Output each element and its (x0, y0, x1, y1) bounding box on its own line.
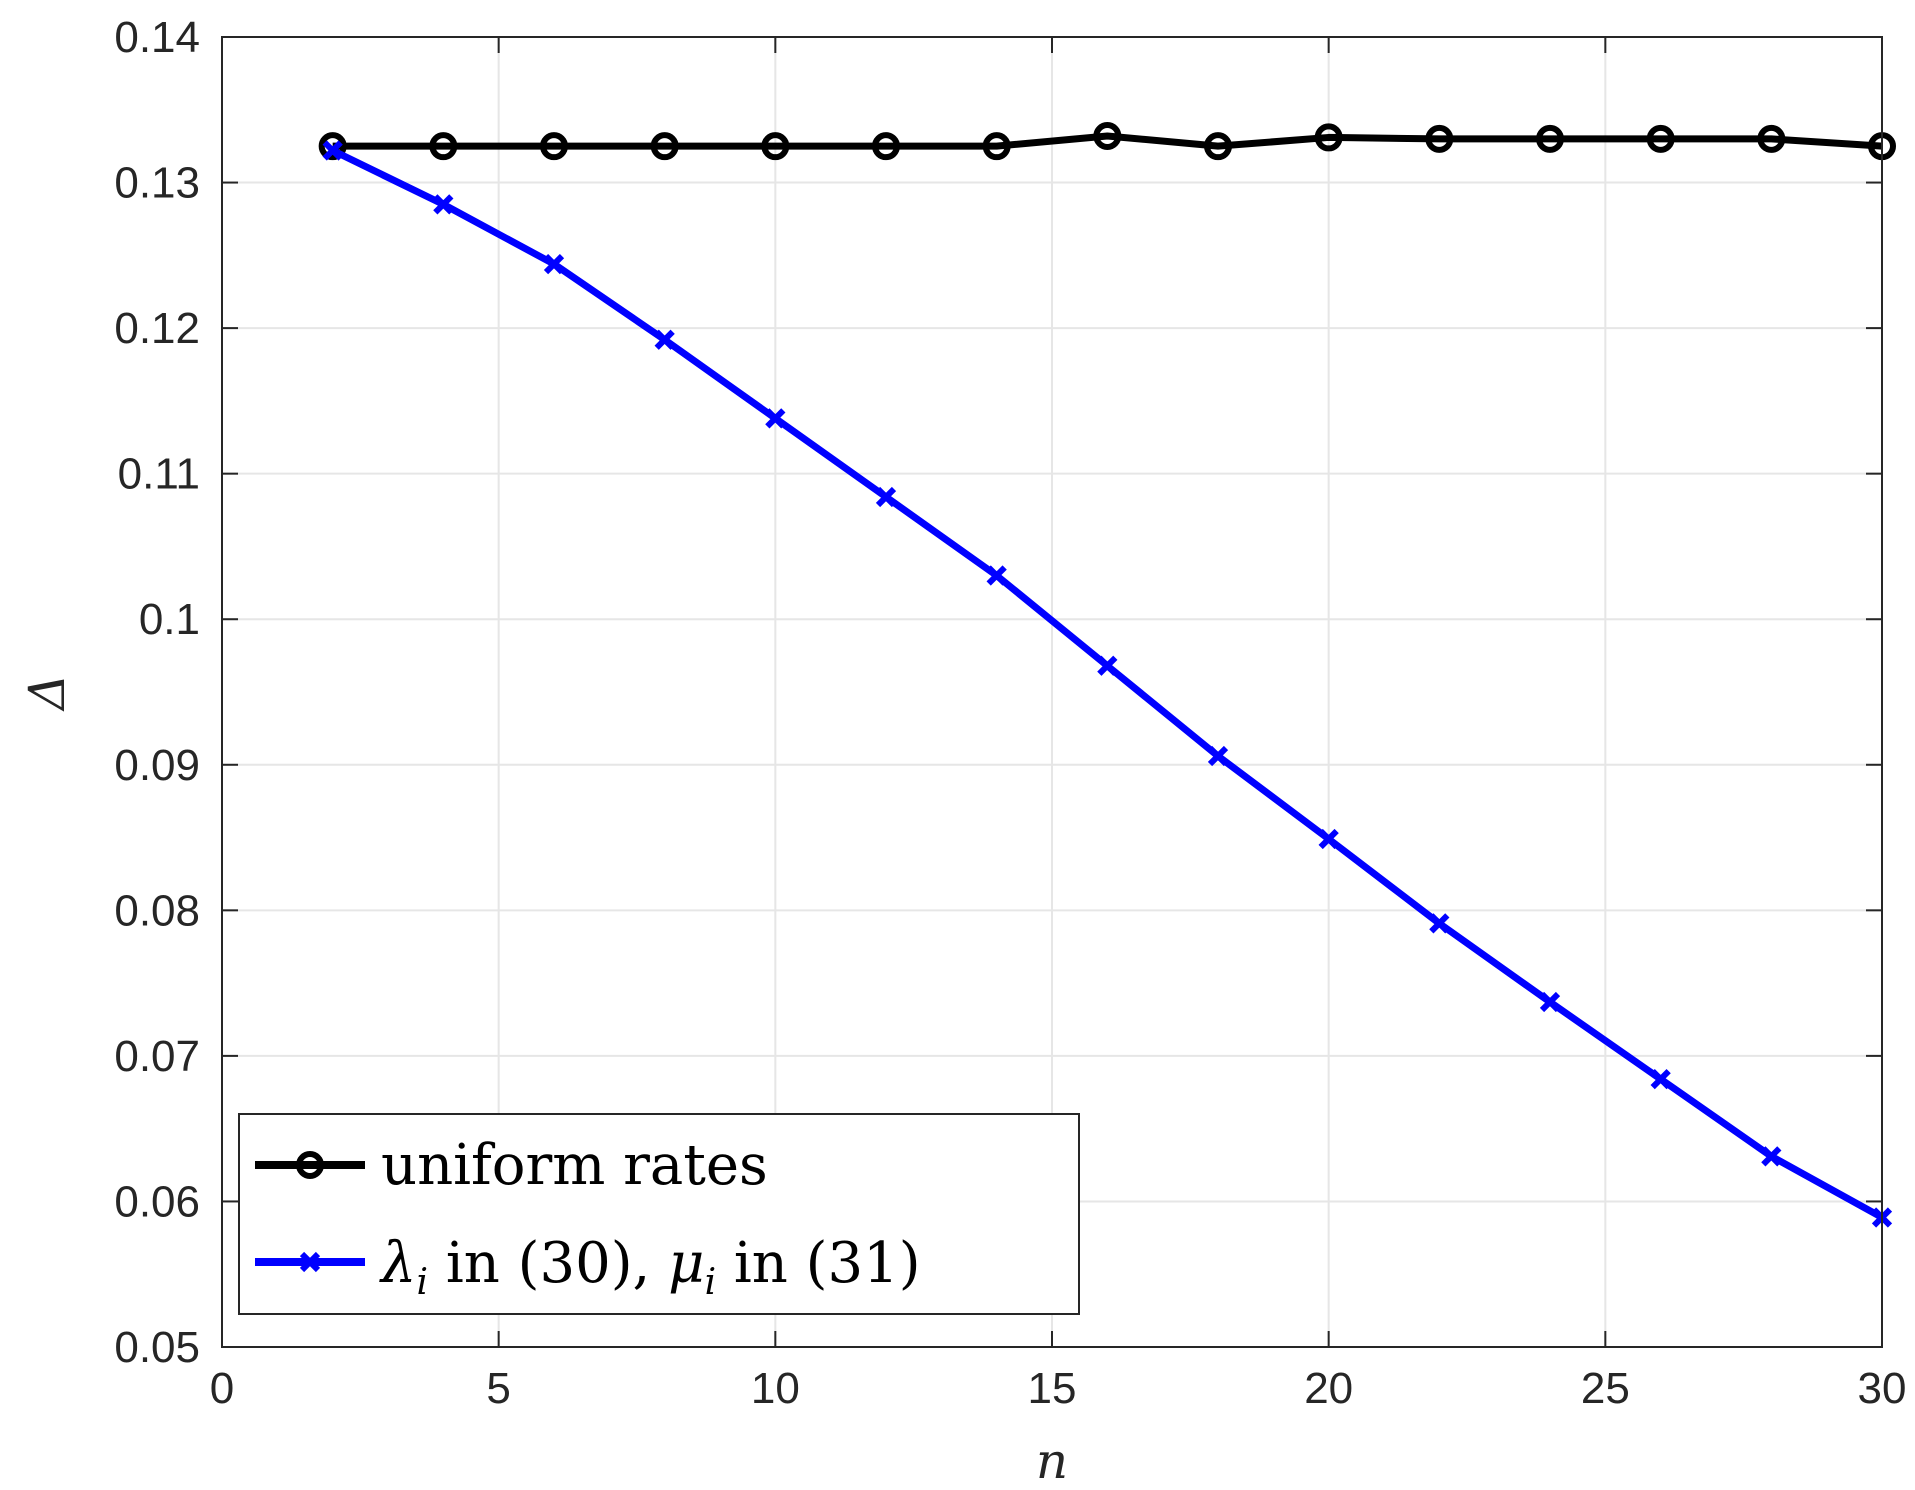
x-tick-label: 20 (1304, 1364, 1353, 1413)
data-point-x (1207, 745, 1229, 767)
data-point-x (875, 486, 897, 508)
x-axis-label: n (1036, 1432, 1068, 1490)
y-tick-label: 0.12 (114, 304, 200, 353)
legend-sub-i-2: i (705, 1262, 717, 1303)
y-tick-label: 0.06 (114, 1177, 200, 1226)
legend-box (238, 1113, 1080, 1315)
y-tick-label: 0.08 (114, 886, 200, 935)
data-point-circle (1093, 121, 1122, 150)
y-tick-label: 0.05 (114, 1323, 200, 1372)
data-point-circle (872, 132, 900, 161)
series-layer (318, 121, 1896, 1228)
x-tick-label: 5 (486, 1364, 510, 1413)
data-point-x (433, 194, 454, 215)
y-tick-label: 0.07 (114, 1032, 200, 1081)
data-point-circle (540, 132, 568, 161)
series-line (332, 132, 1883, 150)
data-point-x (986, 565, 1007, 586)
data-point-circle (650, 132, 679, 161)
legend-label-uniform-rates: uniform rates (381, 1133, 768, 1198)
data-point-x (765, 408, 786, 429)
x-tick-label: 15 (1028, 1364, 1077, 1413)
data-point-x (654, 329, 675, 350)
legend-sub-i-1: i (417, 1262, 429, 1303)
data-point-x (1761, 1146, 1782, 1167)
data-point-circle (1204, 132, 1232, 161)
ticks (221, 36, 1883, 1348)
data-point-x (1097, 655, 1118, 676)
data-point-x (1318, 828, 1339, 850)
y-tick-label: 0.09 (114, 741, 200, 790)
data-point-circle (1314, 123, 1343, 152)
legend-marker-x (299, 1251, 321, 1273)
y-tick-label: 0.1 (139, 595, 200, 644)
data-point-circle (761, 132, 790, 161)
data-point-circle (1536, 124, 1564, 153)
y-tick-label: 0.13 (114, 159, 200, 208)
tick-labels: 0 5 10 15 20 25 30 0.05 0.06 0.07 0.08 0.09 0.1 0.11 0… (114, 13, 1906, 1413)
legend-mu: μ (668, 1231, 704, 1296)
legend-tail-text: in (31) (716, 1231, 921, 1296)
x-tick-label: 25 (1581, 1364, 1630, 1413)
legend-mid-text: in (30), (428, 1231, 668, 1296)
data-point-x (1650, 1069, 1671, 1090)
data-point-circle (318, 132, 347, 161)
data-point-x (1539, 991, 1561, 1013)
legend: uniform rates λi in (30), μi in (31) (238, 1113, 1080, 1315)
y-tick-label: 0.14 (114, 13, 200, 62)
legend-label-lambda-mu: λi in (30), μi in (31) (379, 1231, 921, 1303)
data-point-x (543, 253, 565, 275)
x-tick-label: 0 (210, 1364, 234, 1413)
data-point-circle (1757, 124, 1786, 153)
legend-lambda: λ (379, 1231, 417, 1296)
data-point-circle (982, 132, 1011, 161)
data-point-circle (1646, 124, 1675, 153)
legend-entry-uniform-rates: uniform rates (255, 1133, 768, 1198)
y-axis-label: Δ (18, 674, 76, 712)
series-2 (322, 140, 1893, 1228)
data-point-x (322, 140, 343, 161)
data-point-circle (1425, 124, 1454, 153)
legend-marker-circle (296, 1151, 324, 1179)
y-tick-label: 0.11 (118, 450, 200, 499)
x-tick-label: 10 (751, 1364, 800, 1413)
series-1 (318, 121, 1896, 161)
data-point-x (1429, 913, 1450, 934)
data-point-circle (429, 132, 458, 161)
x-tick-label: 30 (1858, 1364, 1907, 1413)
legend-entry-lambda-mu: λi in (30), μi in (31) (255, 1231, 921, 1303)
